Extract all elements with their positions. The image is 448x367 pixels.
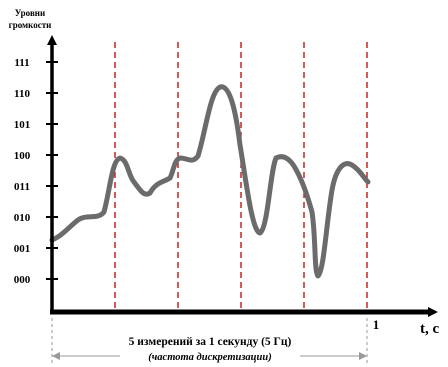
sampling-lines [114, 42, 368, 312]
x-axis-label: t, с [420, 321, 439, 337]
level-label-101: 101 [14, 119, 31, 131]
level-label-010: 010 [14, 212, 31, 224]
y-axis-title-line1: Уровни [15, 8, 45, 18]
level-label-011: 011 [14, 181, 30, 193]
x-tick-label-1: 1 [373, 317, 380, 332]
level-label-100: 100 [14, 150, 31, 162]
signal-curve [49, 84, 371, 279]
y-axis-title-line2: громкости [9, 20, 52, 30]
level-label-000: 000 [14, 274, 31, 286]
level-label-001: 001 [14, 243, 31, 255]
caption-sampling-rate: (частота дискретизации) [148, 352, 271, 363]
caption-sampling-count: 5 измерений за 1 секунду (5 Гц) [129, 336, 292, 348]
level-ticks [46, 61, 58, 280]
level-label-111: 111 [14, 57, 29, 69]
level-label-110: 110 [14, 88, 30, 100]
interval-bracket [51, 318, 368, 364]
level-labels: 111 110 101 100 011 010 001 000 [14, 57, 31, 286]
